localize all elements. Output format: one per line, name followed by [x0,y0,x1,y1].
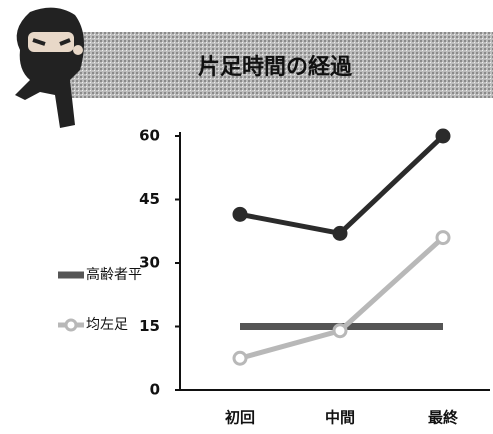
point-marker [435,128,451,144]
x-tick-label: 最終 [428,409,459,427]
point-marker [232,206,248,222]
ninja-icon [15,7,84,128]
point-marker [332,323,348,339]
title-banner [60,32,493,98]
legend-label: 高齢者平 [86,266,142,283]
series-line [239,235,445,361]
y-tick-label: 15 [139,317,160,335]
x-tick-label: 初回 [225,409,255,427]
legend-marker [64,318,78,332]
point-marker [232,350,248,366]
y-tick-label: 60 [139,127,160,145]
point-marker [435,230,451,246]
point-marker [332,225,348,241]
series-line [239,134,445,237]
y-tick-label: 30 [139,254,160,272]
legend-label: 均左足 [86,317,128,333]
x-tick-label: 中間 [325,409,355,427]
chart-title: 片足時間の経過 [198,54,353,80]
y-tick-label: 45 [139,190,160,208]
y-tick-label: 0 [150,381,160,399]
